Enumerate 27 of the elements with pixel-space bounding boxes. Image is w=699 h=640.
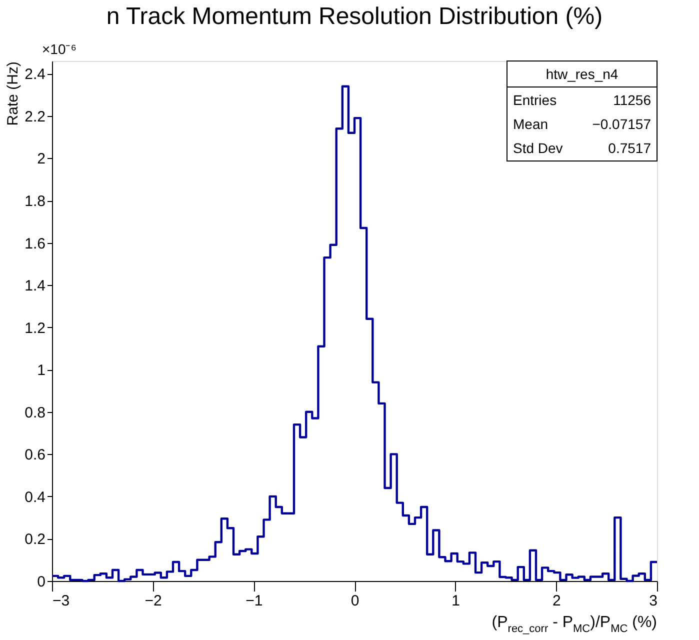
y-tick-label: 1	[37, 362, 46, 380]
text: Mean −0.07157	[513, 116, 651, 132]
text: Std Dev 0.7517	[513, 140, 651, 156]
y-tick-label: 0.2	[24, 531, 46, 548]
x-tick-label: 1	[452, 592, 460, 610]
y-tick-label: 0.8	[24, 404, 46, 422]
y-tick-label: 1.2	[24, 320, 46, 337]
x-tick-label: −3	[52, 592, 70, 610]
y-tick-label: 0.6	[24, 446, 46, 464]
y-tick-label: 1.6	[24, 235, 46, 252]
chart-title: n Track Momentum Resolution Distribution (%)	[106, 3, 603, 30]
text: ×10⁻⁶	[42, 41, 77, 57]
y-axis-title: Rate (Hz)	[4, 62, 22, 126]
x-tick-label: 2	[552, 592, 561, 610]
y-tick-label: 0.4	[24, 488, 46, 506]
x-tick-label: −2	[144, 592, 162, 610]
y-tick-label: 2.2	[24, 108, 46, 126]
y-tick-label: 0	[37, 574, 46, 590]
y-tick-label: 2	[37, 150, 46, 168]
y-tick-label: 2.4	[24, 66, 46, 84]
x-tick-label: −1	[246, 592, 263, 610]
text: Entries 11256	[513, 92, 651, 108]
x-tick-label: 3	[649, 592, 658, 610]
x-tick-label: 0	[350, 592, 360, 610]
y-tick-label: 1.4	[24, 278, 46, 295]
annotation: htw_res_n4	[546, 66, 618, 82]
y-tick-label: 1.8	[24, 193, 46, 210]
